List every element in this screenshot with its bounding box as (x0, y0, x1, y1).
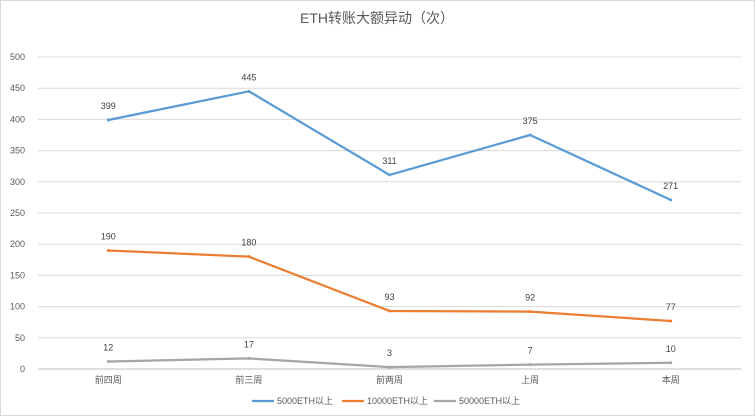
data-label: 12 (103, 343, 113, 353)
y-tick-label: 250 (10, 208, 25, 218)
data-point (247, 89, 251, 93)
data-label: 445 (241, 72, 256, 82)
data-point (106, 118, 110, 122)
data-point (669, 198, 673, 202)
data-point (247, 255, 251, 259)
data-point (528, 310, 532, 314)
data-label: 7 (528, 346, 533, 356)
data-point (669, 319, 673, 323)
data-point (388, 173, 391, 177)
data-label: 190 (101, 231, 116, 241)
data-label: 271 (663, 181, 678, 191)
data-point (669, 361, 673, 365)
y-tick-label: 50 (15, 333, 25, 343)
data-point (106, 360, 110, 364)
y-tick-label: 450 (10, 83, 25, 93)
x-tick-label: 前两周 (376, 374, 403, 385)
x-tick-label: 上周 (521, 375, 539, 385)
data-label: 3 (387, 348, 392, 358)
series-lines (106, 89, 673, 369)
y-tick-label: 200 (10, 239, 25, 249)
data-label: 375 (523, 116, 538, 126)
gridlines (38, 56, 741, 370)
y-tick-label: 500 (10, 52, 25, 62)
legend: 5000ETH以上 10000ETH以上 50000ETH以上 (252, 396, 520, 406)
data-label: 399 (101, 101, 116, 111)
data-point (106, 248, 110, 252)
y-tick-label: 300 (10, 177, 25, 187)
y-tick-label: 400 (10, 114, 25, 124)
y-tick-label: 100 (10, 302, 25, 312)
chart-title: ETH转账大额异动（次） (300, 10, 454, 26)
legend-label: 50000ETH以上 (459, 396, 520, 406)
x-tick-label: 前三周 (235, 374, 262, 385)
legend-label: 5000ETH以上 (277, 396, 333, 406)
legend-label: 10000ETH以上 (367, 396, 428, 406)
y-tick-label: 350 (10, 146, 25, 156)
x-axis-ticks: 前四周 前三周 前两周 上周 本周 (95, 374, 680, 385)
data-point (388, 309, 391, 313)
y-tick-label: 150 (10, 270, 25, 280)
data-label: 93 (384, 292, 394, 302)
x-tick-label: 前四周 (95, 374, 122, 385)
data-point (528, 133, 532, 137)
y-tick-label: 0 (20, 364, 25, 374)
data-label: 311 (382, 156, 396, 166)
data-point (388, 365, 391, 369)
data-label: 92 (525, 293, 535, 303)
y-axis-ticks: 0 50 100 150 200 250 300 350 400 450 500 (10, 52, 25, 374)
data-label: 10 (666, 344, 676, 354)
data-point (528, 363, 532, 367)
data-label: 180 (241, 238, 256, 248)
data-label: 17 (244, 339, 254, 349)
data-point (247, 356, 251, 360)
series-line-1 (107, 90, 672, 202)
x-tick-label: 本周 (662, 374, 680, 385)
data-label: 77 (666, 302, 676, 312)
data-labels: 399 445 311 375 271 190 180 93 92 77 12 17 3 7 10 (101, 72, 678, 358)
